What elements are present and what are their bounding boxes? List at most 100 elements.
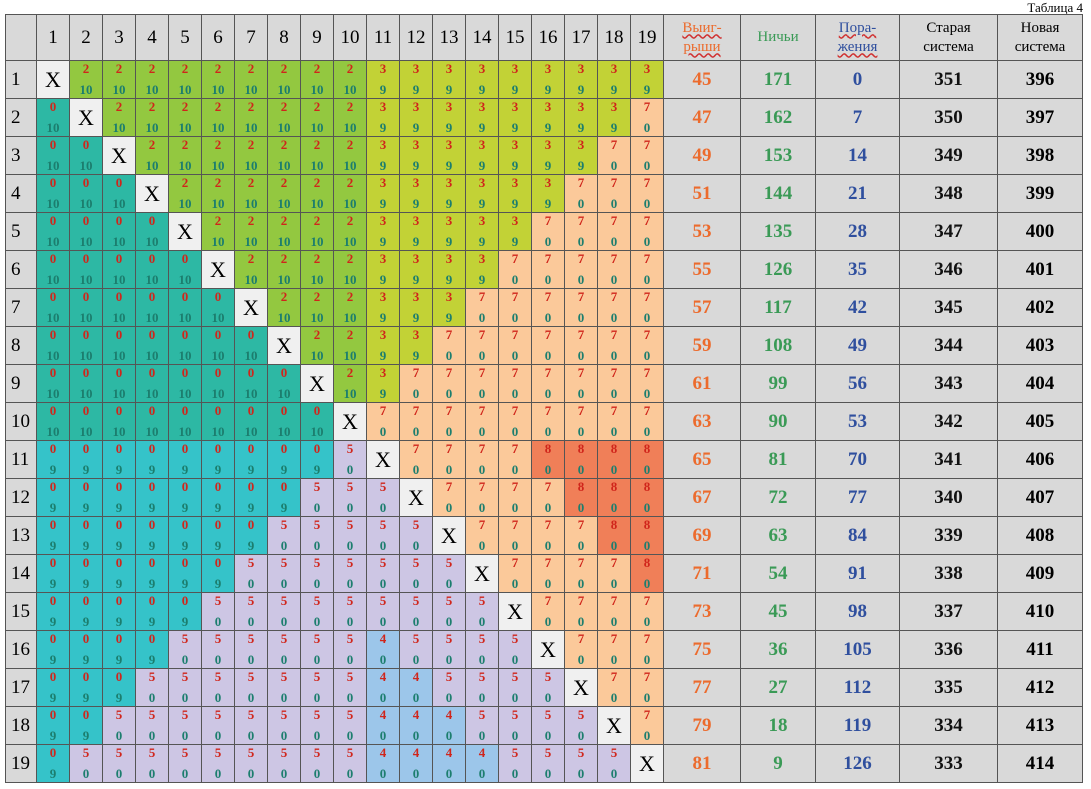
score-cell: 0 10 — [201, 402, 235, 441]
score-top: 0 — [181, 289, 189, 304]
score-bottom: 10 — [112, 424, 126, 439]
old-system-value: 349 — [899, 136, 998, 175]
score-top: 5 — [247, 555, 255, 570]
score-bottom: 0 — [379, 690, 387, 705]
score-bottom: 10 — [211, 196, 225, 211]
score-cell: 2 10 — [168, 136, 202, 175]
score-top: 0 — [247, 403, 255, 418]
wins-value: 67 — [663, 478, 741, 517]
score-top: 2 — [247, 175, 255, 190]
score-bottom: 0 — [346, 652, 354, 667]
score-bottom: 9 — [181, 462, 189, 477]
score-bottom: 0 — [379, 652, 387, 667]
score-top: 2 — [247, 137, 255, 152]
score-bottom: 9 — [115, 462, 123, 477]
row-number: 18 — [5, 706, 37, 745]
score-bottom: 9 — [511, 158, 519, 173]
score-bottom: 10 — [244, 386, 258, 401]
score-bottom: 0 — [643, 310, 651, 325]
score-bottom: 9 — [412, 234, 420, 249]
score-top: 7 — [511, 441, 519, 456]
score-top: 5 — [544, 669, 552, 684]
score-cell: 2 10 — [135, 60, 169, 99]
score-bottom: 10 — [145, 82, 159, 97]
diagonal-cell: X — [366, 440, 400, 479]
score-bottom: 10 — [244, 234, 258, 249]
cross-mark: X — [507, 598, 523, 624]
draws-value: 126 — [740, 250, 816, 289]
losses-value: 84 — [815, 516, 900, 555]
score-bottom: 0 — [577, 348, 585, 363]
losses-value: 49 — [815, 326, 900, 365]
old-system-value: 339 — [899, 516, 998, 555]
cross-mark: X — [441, 522, 457, 548]
score-top: 5 — [346, 593, 354, 608]
score-bottom: 0 — [445, 500, 453, 515]
score-top: 5 — [445, 555, 453, 570]
losses-value: 98 — [815, 592, 900, 631]
score-top: 3 — [478, 213, 486, 228]
score-top: 0 — [82, 669, 90, 684]
score-bottom: 9 — [82, 500, 90, 515]
score-bottom: 9 — [544, 82, 552, 97]
draws-value: 81 — [740, 440, 816, 479]
score-top: 0 — [49, 631, 57, 646]
score-top: 5 — [478, 631, 486, 646]
cross-mark: X — [474, 560, 490, 586]
wins-value: 69 — [663, 516, 741, 555]
score-top: 7 — [478, 517, 486, 532]
draws-header-text: Ничьи — [757, 29, 799, 45]
score-top: 0 — [181, 327, 189, 342]
score-top: 0 — [181, 441, 189, 456]
score-bottom: 10 — [211, 120, 225, 135]
score-bottom: 9 — [445, 310, 453, 325]
score-bottom: 0 — [577, 234, 585, 249]
score-top: 5 — [412, 593, 420, 608]
score-bottom: 10 — [112, 386, 126, 401]
score-top: 7 — [511, 289, 519, 304]
score-bottom: 0 — [511, 310, 519, 325]
new-system-value: 413 — [997, 706, 1083, 745]
score-top: 2 — [280, 137, 288, 152]
score-top: 5 — [478, 593, 486, 608]
row-number: 2 — [5, 98, 37, 137]
score-bottom: 9 — [115, 652, 123, 667]
score-top: 7 — [610, 251, 618, 266]
score-bottom: 0 — [511, 728, 519, 743]
new-system-value: 406 — [997, 440, 1083, 479]
score-cell: 0 10 — [36, 364, 70, 403]
score-top: 0 — [82, 137, 90, 152]
score-top: 0 — [49, 403, 57, 418]
score-top: 0 — [82, 631, 90, 646]
old-system-value: 348 — [899, 174, 998, 213]
row-number: 7 — [5, 288, 37, 327]
score-top: 3 — [544, 99, 552, 114]
score-bottom: 0 — [379, 728, 387, 743]
old-system-value: 347 — [899, 212, 998, 251]
score-bottom: 9 — [115, 576, 123, 591]
score-bottom: 9 — [577, 120, 585, 135]
